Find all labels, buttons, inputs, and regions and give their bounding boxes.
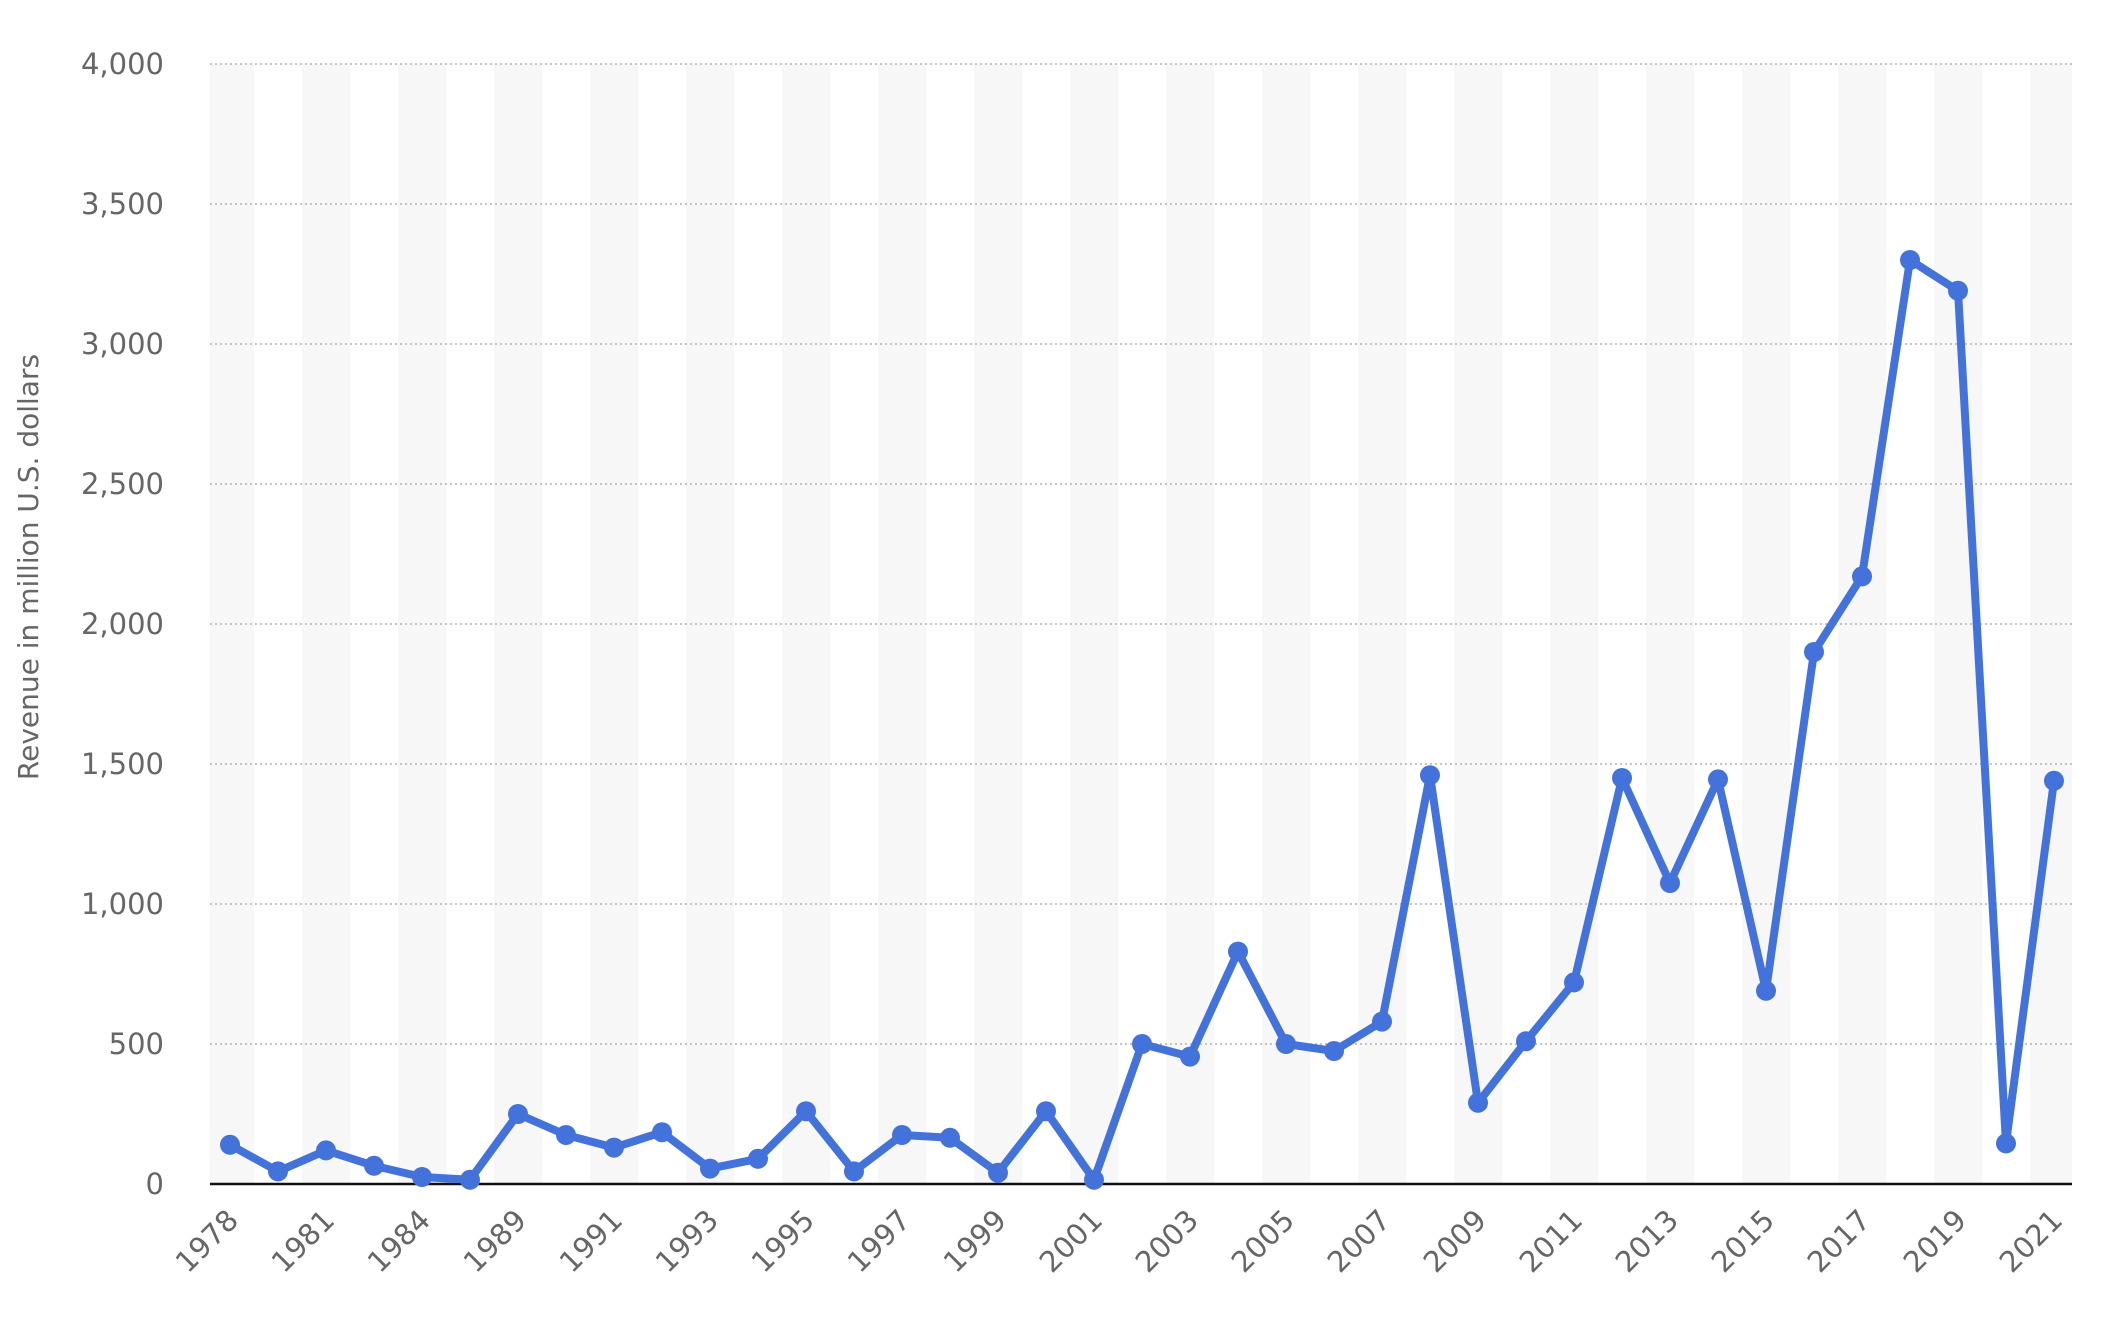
x-tick-label: 2019 — [1897, 1203, 1973, 1279]
data-point — [1564, 972, 1584, 993]
data-point — [508, 1104, 528, 1124]
data-point — [412, 1167, 432, 1187]
y-tick-label: 3,500 — [81, 187, 164, 221]
data-point — [1708, 769, 1728, 790]
data-point — [1660, 873, 1680, 893]
data-point — [316, 1140, 336, 1161]
data-point — [748, 1148, 768, 1169]
data-point — [1996, 1133, 2016, 1154]
horizontal-gridlines — [210, 63, 2072, 1186]
x-tick-label: 2015 — [1705, 1203, 1781, 1279]
x-axis-tick-labels: 1978 1981 1984 1989 1991 1993 1995 1997 1999 2001… — [169, 1203, 2069, 1279]
x-tick-label: 1993 — [649, 1203, 725, 1279]
x-tick-label: 1981 — [265, 1203, 341, 1279]
y-tick-label: 500 — [109, 1027, 164, 1061]
data-point — [1036, 1101, 1056, 1122]
data-point — [700, 1158, 720, 1179]
data-point — [1132, 1034, 1152, 1054]
x-tick-label: 2005 — [1225, 1203, 1301, 1279]
data-point — [1756, 980, 1776, 1001]
data-point — [1420, 765, 1440, 786]
data-point — [1084, 1169, 1104, 1190]
data-point — [1612, 768, 1632, 788]
data-point — [1372, 1011, 1392, 1032]
data-point — [556, 1125, 576, 1145]
y-axis-title: Revenue in million U.S. dollars — [12, 354, 45, 780]
data-point — [844, 1161, 864, 1182]
data-point — [604, 1137, 624, 1158]
data-point — [892, 1125, 912, 1145]
x-tick-label: 1995 — [745, 1203, 821, 1279]
data-point — [1900, 250, 1920, 270]
data-point — [1516, 1031, 1536, 1052]
data-point — [460, 1169, 480, 1190]
x-tick-label: 1999 — [937, 1203, 1013, 1279]
data-point — [1852, 566, 1872, 587]
data-point — [1804, 642, 1824, 662]
x-tick-label: 2009 — [1417, 1203, 1493, 1279]
data-point — [1180, 1046, 1200, 1067]
data-point — [988, 1162, 1008, 1183]
x-tick-label: 1991 — [553, 1203, 629, 1279]
y-tick-label: 1,000 — [81, 887, 164, 921]
y-axis-tick-labels: 0 500 1,000 1,500 2,000 2,500 3,000 3,500 4,000 — [81, 47, 164, 1201]
data-point — [1228, 941, 1248, 962]
y-tick-label: 4,000 — [81, 47, 164, 81]
data-point — [268, 1161, 288, 1182]
data-point — [220, 1134, 240, 1155]
x-tick-label: 1989 — [457, 1203, 533, 1279]
data-point — [1324, 1041, 1344, 1061]
y-tick-label: 2,500 — [81, 467, 164, 501]
data-point — [1468, 1092, 1488, 1113]
data-point — [2044, 770, 2064, 791]
y-tick-label: 3,000 — [81, 327, 164, 361]
data-point — [1948, 280, 1968, 301]
data-point — [796, 1101, 816, 1122]
x-tick-label: 2021 — [1993, 1203, 2069, 1279]
data-point — [1276, 1034, 1296, 1054]
x-tick-label: 2013 — [1609, 1203, 1685, 1279]
y-tick-label: 1,500 — [81, 747, 164, 781]
x-tick-label: 2001 — [1033, 1203, 1109, 1279]
data-point — [652, 1122, 672, 1143]
series-group — [220, 250, 2064, 1190]
x-tick-label: 1978 — [169, 1203, 245, 1279]
y-tick-label: 2,000 — [81, 607, 164, 641]
x-tick-label: 1997 — [841, 1203, 917, 1279]
x-tick-label: 1984 — [361, 1203, 437, 1279]
x-tick-label: 2003 — [1129, 1203, 1205, 1279]
data-point — [940, 1127, 960, 1148]
y-tick-label: 0 — [146, 1167, 164, 1201]
x-tick-label: 2007 — [1321, 1203, 1397, 1279]
x-tick-label: 2017 — [1801, 1203, 1877, 1279]
data-point — [364, 1155, 384, 1176]
x-tick-label: 2011 — [1513, 1203, 1589, 1279]
